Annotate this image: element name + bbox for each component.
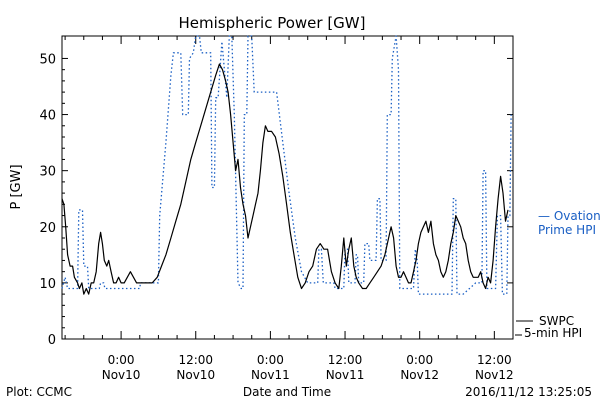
plot-frame <box>61 35 514 340</box>
x-axis-label: Date and Time <box>243 385 331 399</box>
legend-swpc-line1: SWPC <box>539 314 574 328</box>
y-tick-label: 30 <box>39 165 56 180</box>
y-tick-label: 40 <box>39 109 56 124</box>
y-axis-label: P [GW] <box>9 164 24 209</box>
x-tick-time-label: 12:00 <box>328 353 363 367</box>
x-tick-date-label: Nov12 <box>400 368 439 382</box>
x-tick-date-label: Nov11 <box>326 368 365 382</box>
y-tick-label: 50 <box>39 52 56 67</box>
x-tick-date-label: Nov10 <box>176 368 215 382</box>
x-tick-time-label: 12:00 <box>178 353 213 367</box>
x-tick-date-label: Nov11 <box>251 368 290 382</box>
x-tick-date-label: Nov12 <box>475 368 514 382</box>
footer-timestamp: 2016/11/12 13:25:05 <box>465 385 592 399</box>
x-tick-time-label: 12:00 <box>477 353 512 367</box>
x-tick-time-label: 0:00 <box>257 353 284 367</box>
legend-ovation-line1: — Ovation <box>538 209 600 223</box>
chart-title: Hemispheric Power [GW] <box>179 14 366 32</box>
series-ovation-prime-line <box>61 35 512 295</box>
y-tick-label: 0 <box>48 333 56 348</box>
y-tick-label: 10 <box>39 277 56 292</box>
x-tick-time-label: 0:00 <box>406 353 433 367</box>
series-swpc-line <box>61 63 509 295</box>
legend-swpc-line2: 5-min HPI <box>524 326 582 340</box>
footer-credit: Plot: CCMC <box>6 385 72 399</box>
plot-area: 010203040500:00Nov1012:00Nov100:00Nov111… <box>39 35 514 382</box>
x-tick-date-label: Nov10 <box>102 368 141 382</box>
legend: — Ovation Prime HPI SWPC 5-min HPI <box>515 209 600 340</box>
y-tick-label: 20 <box>39 221 56 236</box>
x-tick-time-label: 0:00 <box>108 353 135 367</box>
legend-ovation-line2: Prime HPI <box>538 223 596 237</box>
